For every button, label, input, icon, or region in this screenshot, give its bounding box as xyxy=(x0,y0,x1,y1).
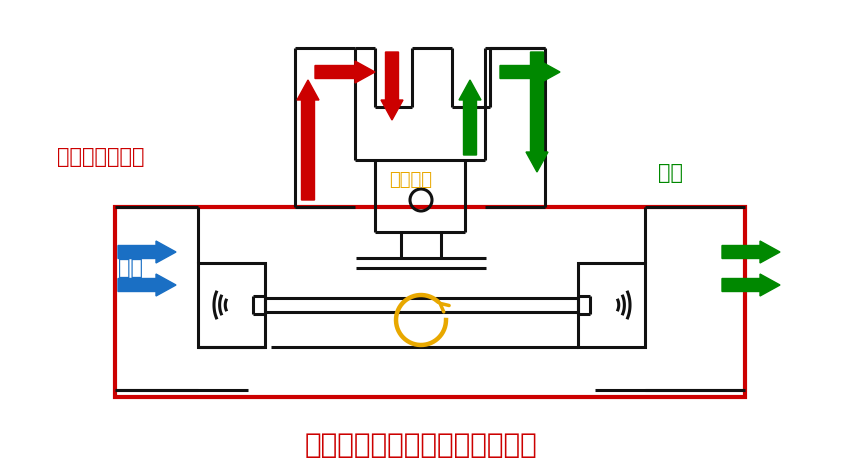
FancyArrow shape xyxy=(459,80,481,155)
Bar xyxy=(578,263,645,347)
FancyArrow shape xyxy=(297,80,319,200)
FancyArrow shape xyxy=(722,274,780,296)
Text: 圧縮された空気: 圧縮された空気 xyxy=(57,147,144,167)
FancyArrow shape xyxy=(118,274,176,296)
Text: エンジン: エンジン xyxy=(389,171,432,189)
FancyArrow shape xyxy=(315,61,375,83)
Text: ターボ（ターボチャージャー）: ターボ（ターボチャージャー） xyxy=(304,431,537,459)
FancyArrow shape xyxy=(118,241,176,263)
FancyArrow shape xyxy=(500,61,560,83)
FancyArrow shape xyxy=(722,241,780,263)
FancyArrow shape xyxy=(381,52,403,120)
Bar xyxy=(198,263,265,347)
Text: 排気: 排気 xyxy=(658,163,683,183)
Bar xyxy=(115,207,745,397)
Text: 吸気: 吸気 xyxy=(118,258,143,278)
FancyArrow shape xyxy=(526,52,548,172)
